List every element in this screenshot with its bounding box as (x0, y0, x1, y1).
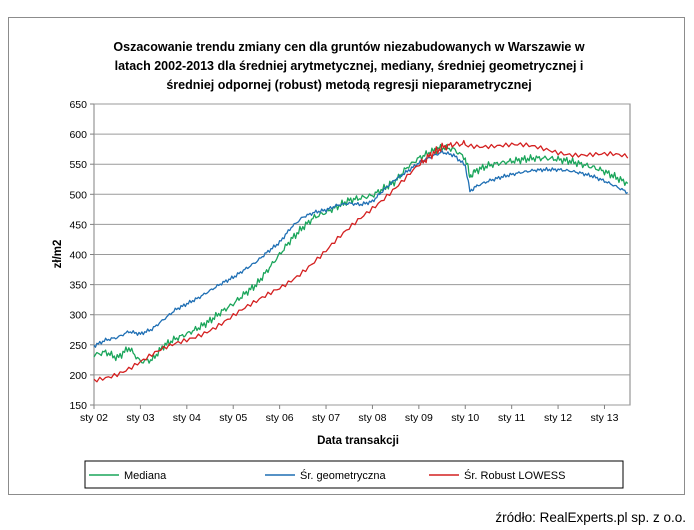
x-tick-label: sty 13 (590, 412, 618, 424)
y-tick-label: 500 (69, 189, 87, 201)
y-tick-label: 400 (69, 250, 87, 262)
legend: Mediana Śr. geometryczna Śr. Robust LOWESS (84, 460, 624, 489)
y-tick-label: 650 (69, 99, 87, 111)
y-tick-label: 350 (69, 280, 87, 292)
y-tick-label: 600 (69, 129, 87, 141)
chart-frame: Oszacowanie trendu zmiany cen dla gruntó… (8, 17, 685, 495)
legend-box (84, 460, 624, 489)
chart-title-line-1: Oszacowanie trendu zmiany cen dla gruntó… (113, 40, 584, 54)
x-tick-label: sty 09 (405, 412, 433, 424)
legend-label-1: Śr. geometryczna (300, 469, 386, 482)
line-chart: Oszacowanie trendu zmiany cen dla gruntó… (52, 40, 631, 489)
x-axis-title: Data transakcji (317, 435, 399, 447)
y-axis-ticks: 150 200 250 300 350 400 450 500 550 600 650 (69, 99, 94, 412)
x-tick-label: sty 04 (173, 412, 201, 424)
gridlines (94, 103, 630, 406)
y-tick-label: 250 (69, 340, 87, 352)
series-line-0 (93, 143, 629, 364)
legend-label-0: Mediana (124, 470, 167, 482)
x-tick-label: sty 06 (266, 412, 294, 424)
y-tick-label: 200 (69, 370, 87, 382)
series-lines (93, 139, 629, 383)
y-tick-label: 150 (69, 400, 87, 412)
x-tick-label: sty 07 (312, 412, 340, 424)
x-tick-label: sty 11 (498, 412, 525, 424)
x-tick-label: sty 08 (358, 412, 386, 424)
x-tick-label: sty 12 (544, 412, 572, 424)
y-axis-title: zł/m2 (52, 240, 64, 269)
chart-title-line-2: latach 2002-2013 dla średniej arytmetycz… (115, 59, 584, 73)
source-note: źródło: RealExperts.pl sp. z o.o. (495, 510, 686, 525)
y-tick-label: 300 (69, 310, 87, 322)
legend-items: Mediana Śr. geometryczna Śr. Robust LOWESS (89, 469, 565, 482)
y-tick-label: 450 (69, 219, 87, 231)
x-tick-label: sty 02 (80, 412, 108, 424)
series-line-2 (93, 139, 629, 383)
x-axis-ticks: sty 02 sty 03 sty 04 sty 05 sty 06 sty 07 sty … (80, 405, 619, 424)
x-tick-label: sty 05 (219, 412, 247, 424)
x-tick-label: sty 03 (126, 412, 154, 424)
series-line-1 (93, 150, 629, 348)
chart-title: Oszacowanie trendu zmiany cen dla gruntó… (113, 40, 584, 92)
chart-title-line-3: średniej odpornej (robust) metodą regres… (166, 78, 531, 92)
legend-label-2: Śr. Robust LOWESS (464, 469, 565, 482)
y-tick-label: 550 (69, 159, 87, 171)
x-tick-label: sty 10 (451, 412, 479, 424)
